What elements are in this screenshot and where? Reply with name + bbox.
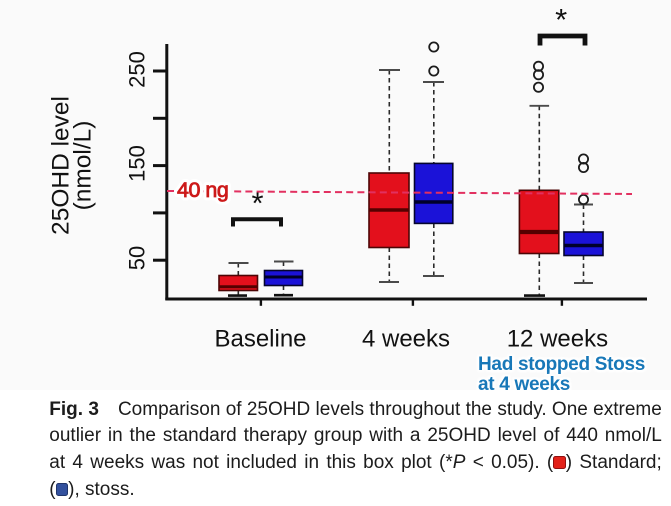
svg-text:40 ng: 40 ng xyxy=(177,178,228,202)
svg-text:Baseline: Baseline xyxy=(214,326,306,353)
svg-text:*: * xyxy=(555,2,567,37)
svg-text:25OHD level: 25OHD level xyxy=(48,96,75,235)
svg-text:150: 150 xyxy=(125,145,150,182)
svg-text:12 weeks: 12 weeks xyxy=(507,326,608,353)
svg-text:250: 250 xyxy=(125,51,150,88)
svg-text:50: 50 xyxy=(125,246,150,270)
svg-text:40 ng: 40 ng xyxy=(177,178,228,202)
svg-text:4 weeks: 4 weeks xyxy=(362,326,450,353)
svg-text:(nmol/L): (nmol/L) xyxy=(70,121,97,211)
svg-text:*: * xyxy=(251,186,263,221)
